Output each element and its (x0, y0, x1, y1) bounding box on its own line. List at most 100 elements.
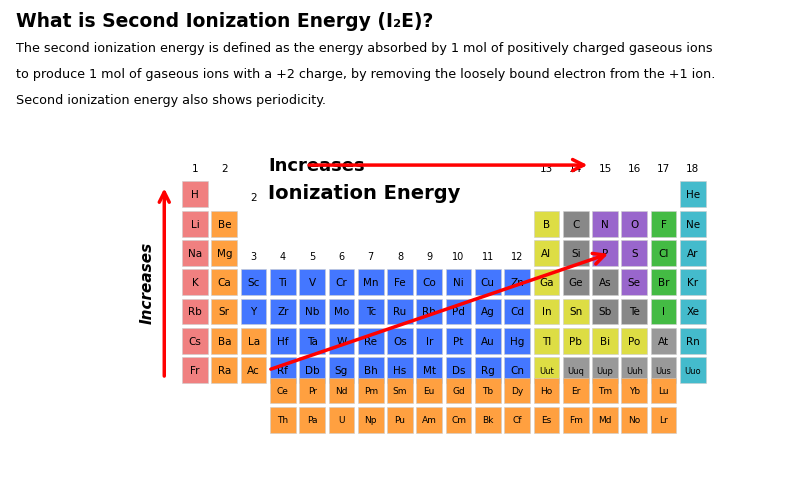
FancyBboxPatch shape (650, 328, 677, 354)
FancyBboxPatch shape (680, 182, 706, 208)
Text: Nb: Nb (305, 307, 319, 317)
Text: O: O (630, 219, 638, 229)
FancyBboxPatch shape (622, 358, 647, 383)
Text: Li: Li (190, 219, 199, 229)
FancyBboxPatch shape (299, 407, 325, 433)
FancyBboxPatch shape (329, 328, 354, 354)
FancyBboxPatch shape (534, 240, 559, 267)
FancyBboxPatch shape (299, 378, 325, 404)
FancyBboxPatch shape (416, 358, 442, 383)
Text: Be: Be (218, 219, 231, 229)
FancyBboxPatch shape (534, 299, 559, 325)
FancyBboxPatch shape (534, 211, 559, 237)
FancyBboxPatch shape (446, 270, 471, 296)
Text: Ne: Ne (686, 219, 700, 229)
Text: Tb: Tb (482, 386, 494, 395)
FancyBboxPatch shape (387, 328, 413, 354)
FancyBboxPatch shape (211, 299, 237, 325)
Text: Sg: Sg (335, 365, 348, 375)
Text: Ionization Energy: Ionization Energy (268, 184, 461, 203)
FancyBboxPatch shape (563, 299, 589, 325)
Text: Rf: Rf (278, 365, 288, 375)
FancyBboxPatch shape (592, 328, 618, 354)
FancyBboxPatch shape (650, 407, 677, 433)
Text: Dy: Dy (511, 386, 523, 395)
FancyBboxPatch shape (504, 299, 530, 325)
FancyBboxPatch shape (534, 270, 559, 296)
Text: Ce: Ce (277, 386, 289, 395)
FancyBboxPatch shape (680, 328, 706, 354)
Text: As: As (598, 278, 611, 288)
FancyBboxPatch shape (446, 299, 471, 325)
FancyBboxPatch shape (270, 358, 296, 383)
FancyBboxPatch shape (475, 378, 501, 404)
Text: Rg: Rg (481, 365, 494, 375)
Text: Se: Se (628, 278, 641, 288)
FancyBboxPatch shape (329, 407, 354, 433)
Text: Pb: Pb (570, 336, 582, 346)
FancyBboxPatch shape (241, 270, 266, 296)
Text: Tl: Tl (542, 336, 551, 346)
Text: Pt: Pt (454, 336, 464, 346)
FancyBboxPatch shape (270, 328, 296, 354)
Text: 14: 14 (569, 164, 582, 174)
Text: Mn: Mn (363, 278, 378, 288)
Text: Mt: Mt (422, 365, 436, 375)
Text: 15: 15 (598, 164, 612, 174)
FancyBboxPatch shape (270, 407, 296, 433)
Text: Pu: Pu (394, 415, 406, 424)
FancyBboxPatch shape (241, 358, 266, 383)
FancyBboxPatch shape (182, 211, 208, 237)
Text: Ar: Ar (687, 248, 698, 259)
Text: 3: 3 (250, 252, 257, 262)
FancyBboxPatch shape (387, 270, 413, 296)
Text: Sn: Sn (569, 307, 582, 317)
FancyBboxPatch shape (358, 270, 384, 296)
Text: H: H (191, 190, 199, 200)
Text: Zn: Zn (510, 278, 524, 288)
Text: Eu: Eu (423, 386, 435, 395)
FancyBboxPatch shape (592, 299, 618, 325)
Text: Lu: Lu (658, 386, 669, 395)
Text: Ho: Ho (540, 386, 553, 395)
FancyBboxPatch shape (475, 299, 501, 325)
FancyBboxPatch shape (211, 240, 237, 267)
Text: Sr: Sr (219, 307, 230, 317)
Text: Xe: Xe (686, 307, 699, 317)
Text: Pa: Pa (307, 415, 318, 424)
Text: Po: Po (628, 336, 640, 346)
Text: Rh: Rh (422, 307, 436, 317)
Text: Hs: Hs (394, 365, 406, 375)
FancyBboxPatch shape (534, 407, 559, 433)
FancyBboxPatch shape (504, 407, 530, 433)
Text: Lr: Lr (659, 415, 668, 424)
Text: Si: Si (571, 248, 581, 259)
Text: 6: 6 (338, 252, 345, 262)
FancyBboxPatch shape (446, 378, 471, 404)
FancyBboxPatch shape (680, 211, 706, 237)
FancyBboxPatch shape (534, 328, 559, 354)
Text: Os: Os (393, 336, 407, 346)
Text: Md: Md (598, 415, 612, 424)
Text: Br: Br (658, 278, 670, 288)
Text: 13: 13 (540, 164, 553, 174)
FancyBboxPatch shape (622, 378, 647, 404)
FancyBboxPatch shape (182, 270, 208, 296)
FancyBboxPatch shape (358, 358, 384, 383)
Text: F: F (661, 219, 666, 229)
Text: Bk: Bk (482, 415, 494, 424)
FancyBboxPatch shape (475, 407, 501, 433)
FancyBboxPatch shape (680, 299, 706, 325)
Text: Pr: Pr (308, 386, 317, 395)
Text: Increases: Increases (139, 241, 154, 324)
Text: Nd: Nd (335, 386, 348, 395)
Text: Al: Al (542, 248, 551, 259)
Text: Np: Np (365, 415, 377, 424)
FancyBboxPatch shape (650, 378, 677, 404)
FancyBboxPatch shape (534, 378, 559, 404)
Text: Ds: Ds (452, 365, 466, 375)
FancyBboxPatch shape (329, 299, 354, 325)
Text: Tm: Tm (598, 386, 612, 395)
FancyBboxPatch shape (504, 270, 530, 296)
Text: In: In (542, 307, 551, 317)
